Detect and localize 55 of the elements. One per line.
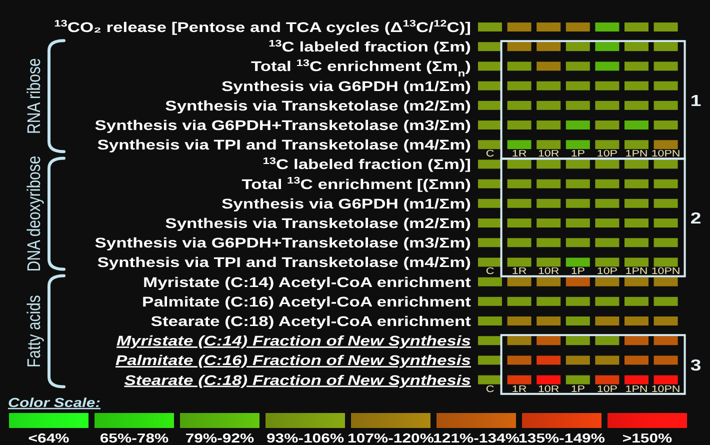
y-tick-label: Palmitate (C:16) Acetyl-CoA enrichment bbox=[142, 294, 472, 310]
y-tick-label: Synthesis via G6PDH (m1/Σm) bbox=[222, 79, 471, 94]
x-tick-label: 1P bbox=[570, 384, 585, 394]
color-bar-label: >150% bbox=[622, 432, 672, 445]
x-tick-label: 1R bbox=[512, 384, 528, 394]
color-bar-label: 121%-134% bbox=[433, 432, 520, 445]
category-label: 1P bbox=[570, 266, 585, 277]
category-label: 1P bbox=[570, 148, 585, 160]
category-label: 1PN bbox=[625, 148, 648, 160]
color-bar-label: <64% bbox=[28, 432, 70, 445]
color-bar-title: Color Scale: bbox=[8, 396, 101, 411]
category-label: 1PN bbox=[625, 266, 648, 277]
text: DNA deoxyribose bbox=[24, 156, 44, 272]
y-tick-label: Stearate (C:18) Acetyl-CoA enrichment bbox=[150, 314, 472, 330]
color-bar-label: 93%-106% bbox=[266, 432, 344, 445]
y-tick-label: Synthesis via G6PDH+Transketolase (m3/Σm) bbox=[94, 236, 471, 252]
y-tick-label: Total $^{13}$C enrichment [(Σmn) bbox=[242, 176, 471, 192]
category-label: C bbox=[486, 148, 494, 160]
x-tick-label: 10PN bbox=[651, 384, 680, 394]
category-label: 10R bbox=[538, 148, 560, 160]
text: 3 bbox=[690, 356, 702, 374]
y-tick-label: Synthesis via Transketolase (m2/Σm) bbox=[165, 98, 471, 114]
color-bar-label: 135%-149% bbox=[518, 432, 606, 445]
category-label: 1R bbox=[512, 148, 527, 160]
y-tick-label: Synthesis via G6PDH+Transketolase (m3/Σm) bbox=[94, 118, 471, 134]
category-label: 10P bbox=[596, 266, 618, 277]
y-tick-label: Synthesis via TPI and Transketolase (m4/Σm) bbox=[97, 256, 471, 271]
category-label: 10PN bbox=[651, 266, 680, 277]
y-tick-label: Synthesis via G6PDH (m1/Σm) bbox=[222, 196, 471, 212]
x-tick-label: C bbox=[486, 384, 495, 394]
y-tick-label: Stearate (C:18) Fraction of New Synthesis bbox=[124, 373, 472, 388]
text: RNA ribose bbox=[24, 58, 44, 134]
color-bar-label: 107%-120% bbox=[348, 432, 434, 445]
x-tick-label: 1PN bbox=[625, 384, 648, 394]
color-bar-label: 79%-92% bbox=[185, 432, 254, 445]
x-tick-label: 10R bbox=[538, 384, 560, 394]
text: Fatty acids bbox=[24, 295, 44, 368]
x-tick-label: 10P bbox=[596, 384, 618, 394]
text: 2 bbox=[690, 209, 702, 228]
y-tick-label: Synthesis via Transketolase (m2/Σm) bbox=[165, 216, 471, 232]
y-tick-label: Total $^{13}$C enrichment (Σm$_{n}$) bbox=[250, 58, 471, 80]
category-label: 10R bbox=[538, 266, 560, 277]
color-bar-label: 65%-78% bbox=[100, 432, 169, 445]
y-tick-label: Myristate (C:14) Acetyl-CoA enrichment bbox=[143, 275, 472, 290]
y-tick-label: Palmitate (C:16) Fraction of New Synthesis bbox=[115, 354, 472, 369]
y-tick-label: Myristate (C:14) Fraction of New Synthesis bbox=[116, 334, 472, 350]
y-tick-label: $^{13}$CO₂ release [Pentose and TCA cycles (Δ$^{13}$C/$^{12}$C)] bbox=[54, 18, 471, 36]
category-label: 10P bbox=[596, 148, 618, 160]
category-label: C bbox=[486, 266, 494, 277]
text: 1 bbox=[690, 92, 702, 110]
y-tick-label: $^{13}$C labeled fraction (Σm) bbox=[268, 38, 471, 56]
category-label: 10PN bbox=[651, 148, 680, 160]
category-label: 1R bbox=[512, 266, 527, 277]
y-tick-label: Synthesis via TPI and Transketolase (m4/Σm) bbox=[97, 138, 471, 154]
y-tick-label: $^{13}$C labeled fraction (Σm)] bbox=[262, 156, 471, 173]
